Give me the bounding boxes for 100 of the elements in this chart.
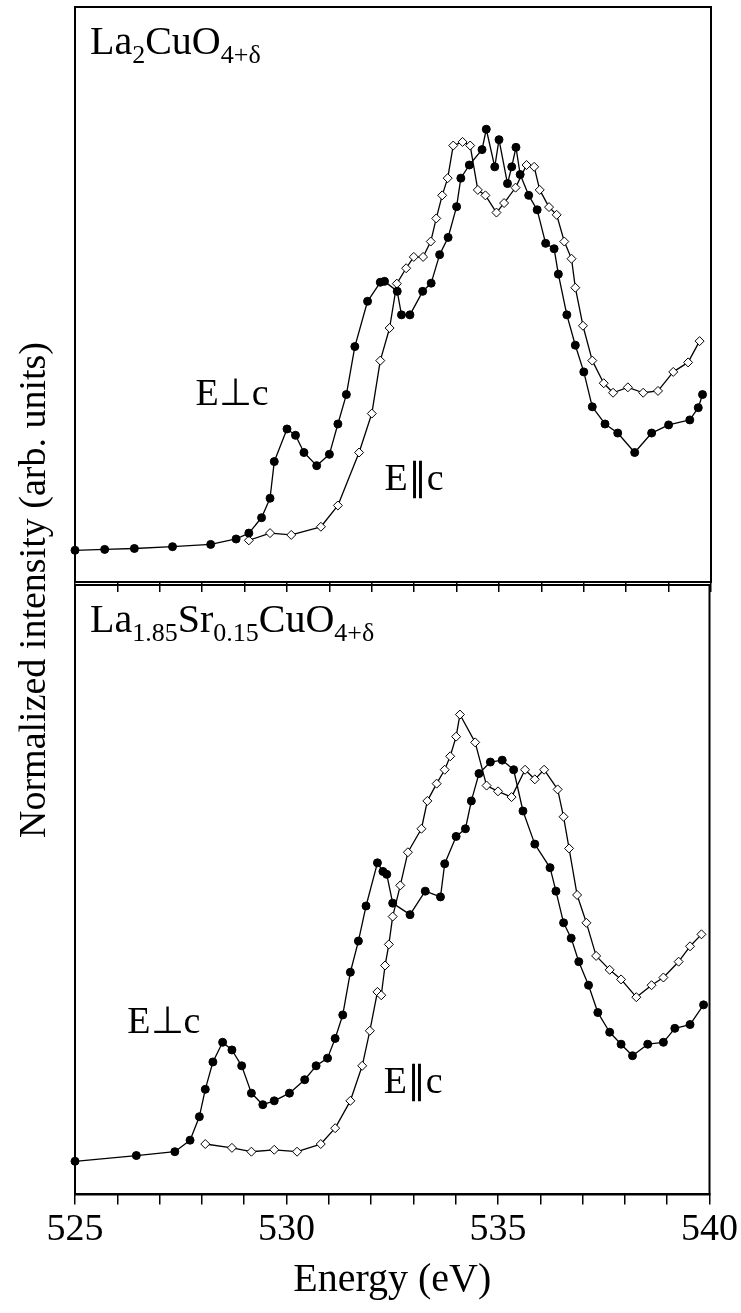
point — [324, 449, 334, 459]
point — [338, 1010, 348, 1020]
point — [638, 387, 649, 398]
point — [570, 282, 581, 293]
point — [290, 430, 300, 440]
point — [396, 310, 406, 320]
point — [395, 880, 406, 891]
point — [100, 544, 110, 554]
point — [658, 972, 669, 983]
point — [426, 278, 436, 288]
point — [350, 342, 360, 352]
point — [226, 1142, 237, 1153]
point — [269, 457, 279, 467]
point — [353, 936, 363, 946]
point — [613, 428, 623, 438]
point — [491, 207, 502, 218]
point — [435, 892, 445, 902]
point — [579, 367, 589, 377]
point — [269, 1096, 279, 1106]
point — [511, 142, 521, 152]
point — [600, 419, 610, 429]
point — [208, 1057, 218, 1067]
chart-title: La$_{1.85}$Sr$_{0.15}$CuO$_{4+δ}$ — [90, 596, 375, 647]
point — [418, 286, 428, 296]
point — [387, 911, 398, 922]
point — [481, 124, 491, 134]
point — [311, 1061, 321, 1071]
point — [631, 992, 642, 1003]
point — [670, 1023, 680, 1033]
point — [332, 500, 343, 511]
point — [437, 190, 448, 201]
point — [507, 162, 517, 172]
point — [521, 160, 532, 171]
point — [658, 1037, 668, 1047]
point — [345, 967, 355, 977]
point — [545, 863, 555, 873]
point — [357, 1060, 368, 1071]
point — [439, 764, 450, 775]
point — [570, 340, 580, 350]
point — [480, 190, 491, 201]
point — [510, 182, 521, 193]
point — [551, 209, 562, 220]
point — [402, 847, 413, 858]
point — [577, 320, 588, 331]
point — [529, 161, 540, 172]
x-axis-title: Energy (eV) — [293, 1254, 492, 1300]
point — [628, 1051, 638, 1061]
point — [647, 428, 657, 438]
point — [673, 956, 684, 967]
point — [380, 960, 391, 971]
point — [466, 796, 476, 806]
point — [70, 545, 80, 555]
point — [499, 198, 510, 209]
point — [541, 238, 551, 248]
point — [460, 824, 470, 834]
point — [364, 1025, 375, 1036]
point — [363, 296, 373, 306]
point — [604, 964, 615, 975]
point — [341, 390, 351, 400]
point — [380, 276, 390, 286]
point — [564, 843, 575, 854]
point — [481, 780, 492, 791]
point — [605, 1027, 615, 1037]
point — [683, 357, 694, 368]
point — [477, 145, 487, 155]
point — [257, 513, 267, 523]
point — [440, 859, 450, 869]
point — [520, 764, 531, 775]
point — [506, 792, 517, 803]
point — [572, 889, 583, 900]
point — [388, 898, 398, 908]
point — [664, 420, 674, 430]
point — [562, 310, 572, 320]
point — [529, 774, 540, 785]
point — [246, 1088, 256, 1098]
point — [366, 408, 377, 419]
point — [630, 448, 640, 458]
point — [532, 205, 542, 215]
point — [581, 917, 592, 928]
point — [206, 539, 216, 549]
point — [442, 173, 453, 184]
point — [553, 269, 563, 279]
point — [518, 806, 528, 816]
point — [405, 310, 415, 320]
point — [372, 858, 382, 868]
x-tick-label: 535 — [469, 1206, 527, 1249]
point — [312, 461, 322, 471]
x-tick-label: 525 — [46, 1206, 104, 1249]
point — [457, 136, 468, 147]
point — [300, 1075, 310, 1085]
point — [422, 795, 433, 806]
point — [456, 173, 466, 183]
point — [694, 336, 705, 347]
point — [445, 751, 456, 762]
point — [231, 534, 241, 544]
point — [246, 1146, 257, 1157]
point — [323, 1053, 333, 1063]
point — [470, 737, 481, 748]
point — [418, 251, 429, 262]
point — [566, 253, 577, 264]
